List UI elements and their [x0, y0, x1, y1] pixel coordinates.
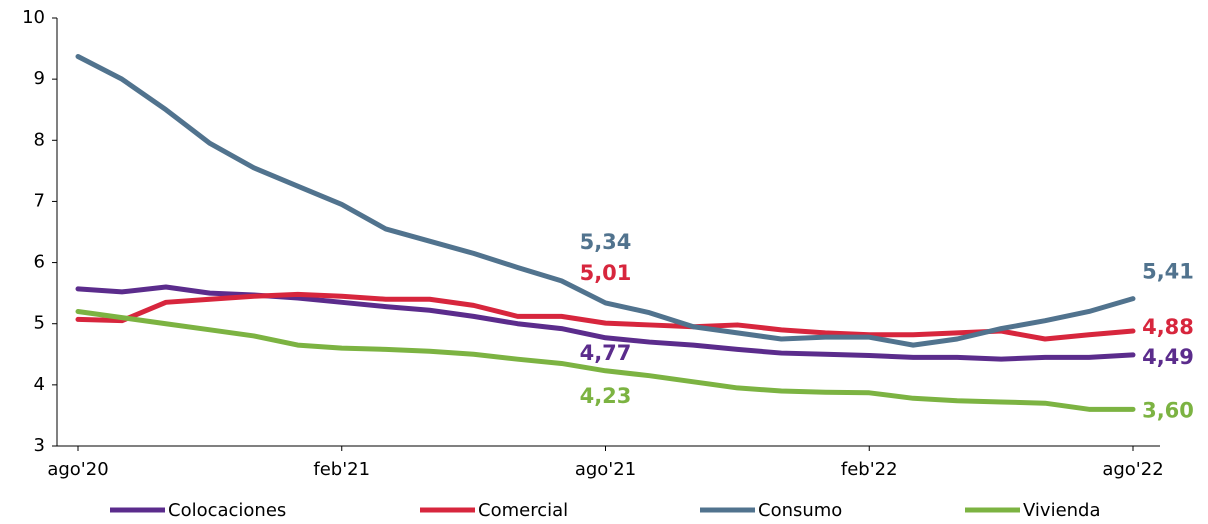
legend-label: Consumo [758, 500, 842, 521]
y-tick-label: 5 [34, 313, 45, 334]
legend-label: Colocaciones [168, 500, 286, 521]
data-label: 4,77 [580, 341, 632, 365]
x-tick-label: ago'22 [1102, 459, 1163, 480]
y-tick-label: 4 [34, 374, 45, 395]
legend-label: Comercial [478, 500, 568, 521]
y-tick-label: 6 [34, 252, 45, 273]
y-tick-label: 9 [34, 68, 45, 89]
series-line [75, 291, 1136, 342]
y-tick-label: 3 [34, 435, 45, 456]
legend-label: Vivienda [1023, 500, 1101, 521]
data-label: 4,88 [1142, 315, 1194, 339]
x-tick-label: ago'21 [575, 459, 636, 480]
data-label: 5,34 [580, 230, 632, 254]
series-line [75, 54, 1136, 348]
x-tick-label: feb'22 [841, 459, 898, 480]
y-tick-label: 7 [34, 190, 45, 211]
x-tick-label: ago'20 [47, 459, 108, 480]
data-label: 5,41 [1142, 260, 1194, 284]
data-label: 4,23 [580, 384, 632, 408]
data-label: 4,49 [1142, 345, 1194, 369]
x-tick-label: feb'21 [313, 459, 370, 480]
data-label: 5,01 [580, 261, 632, 285]
y-tick-label: 8 [34, 129, 45, 150]
series-line [75, 308, 1136, 412]
y-tick-label: 10 [22, 7, 45, 28]
data-label: 3,60 [1142, 398, 1194, 422]
